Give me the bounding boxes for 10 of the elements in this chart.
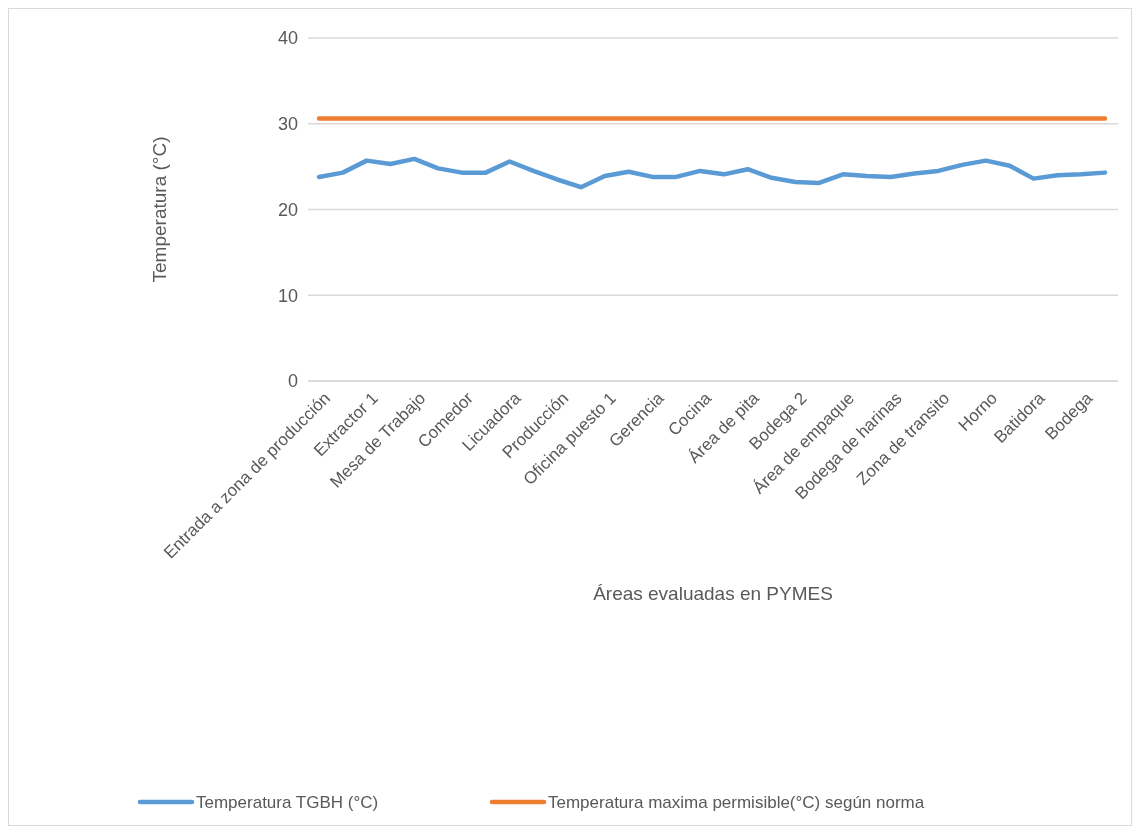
y-tick-label: 0 bbox=[287, 371, 298, 392]
legend-label: Temperatura TGBH (°C) bbox=[196, 793, 379, 812]
y-tick-label: 20 bbox=[277, 199, 298, 220]
y-tick-label: 40 bbox=[277, 28, 298, 49]
y-axis-title: Temperatura (°C) bbox=[149, 136, 170, 283]
legend-label: Temperatura maxima permisible(°C) según norma bbox=[548, 793, 925, 812]
y-tick-label: 30 bbox=[277, 114, 298, 135]
y-tick-label: 10 bbox=[277, 285, 298, 306]
line-series bbox=[316, 156, 1108, 190]
x-axis-title: Áreas evaluadas en PYMES bbox=[593, 583, 833, 604]
